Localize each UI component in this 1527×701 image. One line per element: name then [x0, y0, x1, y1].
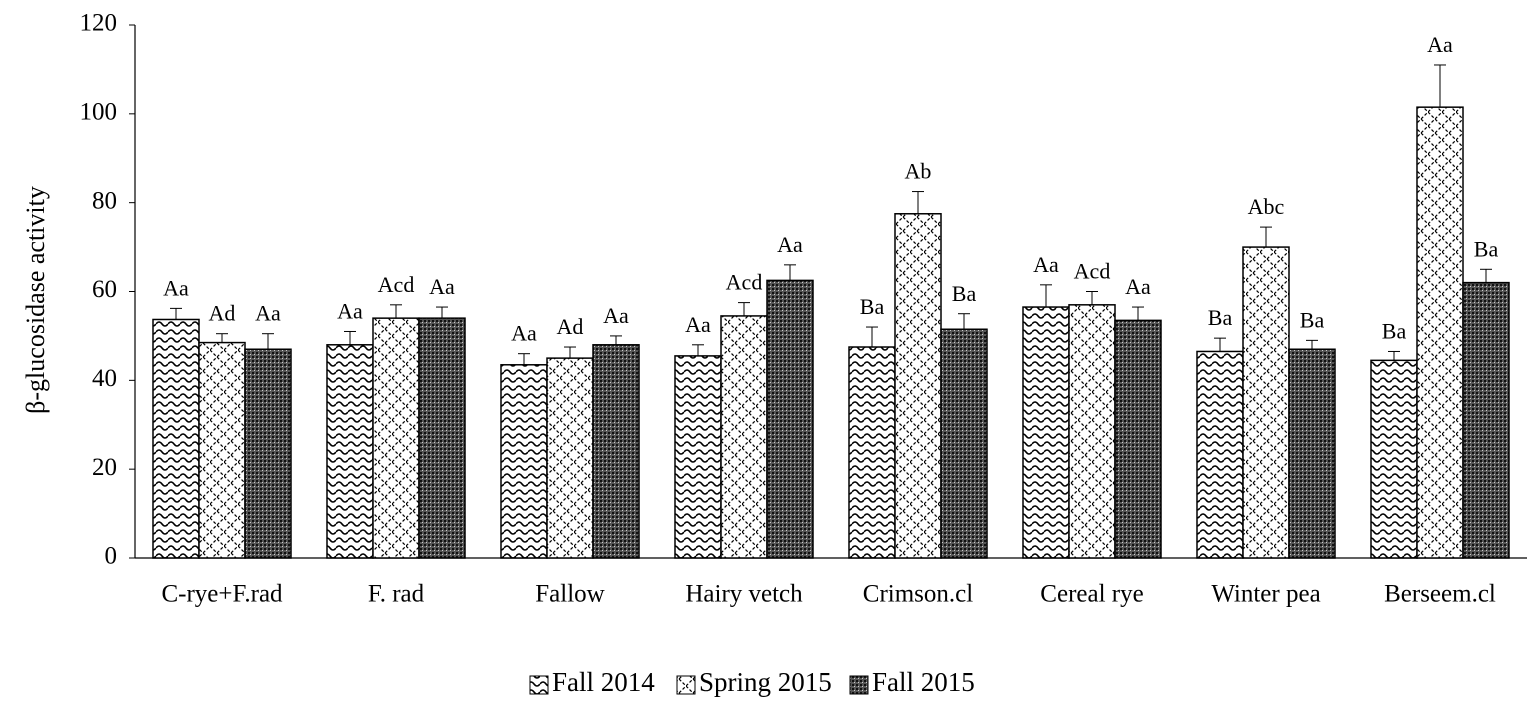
bar: [848, 346, 896, 559]
x-tick-label: Berseem.cl: [1384, 581, 1496, 608]
bar: [674, 355, 722, 559]
bar: [1416, 106, 1464, 559]
significance-letter: Ba: [1382, 319, 1407, 344]
bar: [592, 344, 640, 559]
significance-letter: Aa: [429, 274, 455, 299]
x-tick-label: Crimson.cl: [863, 581, 973, 608]
significance-letter: Acd: [378, 272, 415, 297]
significance-letter: Ba: [952, 281, 977, 306]
bar: [152, 318, 200, 559]
bar: [1462, 281, 1510, 559]
significance-letter: Aa: [163, 275, 189, 300]
significance-letter: Ad: [209, 301, 236, 326]
y-tick-label: 120: [80, 10, 118, 37]
bar: [1114, 319, 1162, 559]
y-tick-label: 80: [92, 187, 117, 214]
x-tick-label: F. rad: [368, 581, 425, 608]
legend-swatch: [676, 675, 696, 695]
y-tick-label: 20: [92, 454, 117, 481]
x-tick-label: C-rye+F.rad: [161, 581, 283, 608]
significance-letter: Aa: [337, 299, 363, 324]
significance-letter: Aa: [255, 301, 281, 326]
significance-letter: Ad: [557, 314, 584, 339]
bar: [1196, 350, 1244, 559]
significance-letter: Ba: [1300, 307, 1325, 332]
bar: [720, 315, 768, 559]
legend-label: Spring 2015: [699, 667, 832, 697]
y-tick-label: 0: [105, 543, 118, 570]
significance-letter: Ba: [1208, 305, 1233, 330]
bar: [372, 317, 420, 559]
bar: [418, 317, 466, 559]
bar: [198, 341, 246, 559]
legend-label: Fall 2014: [552, 667, 655, 697]
significance-letter: Ab: [905, 159, 932, 184]
bar: [500, 364, 548, 559]
bar: [1242, 246, 1290, 559]
y-tick-label: 60: [92, 276, 117, 303]
significance-letter: Aa: [1427, 32, 1453, 57]
significance-letter: Aa: [1125, 274, 1151, 299]
significance-letter: Acd: [726, 270, 763, 295]
bar: [546, 357, 594, 559]
x-tick-label: Fallow: [535, 581, 604, 608]
y-tick-label: 100: [80, 99, 118, 126]
bar: [326, 344, 374, 559]
y-tick-label: 40: [92, 365, 117, 392]
significance-letter: Ba: [860, 294, 885, 319]
bar: [244, 348, 292, 559]
significance-letter: Acd: [1074, 259, 1111, 284]
bar: [766, 279, 814, 559]
significance-letter: Aa: [603, 303, 629, 328]
significance-letter: Aa: [777, 232, 803, 257]
x-tick-label: Cereal rye: [1040, 581, 1143, 608]
significance-letter: Ba: [1474, 236, 1499, 261]
x-tick-label: Winter pea: [1211, 581, 1320, 608]
bar: [894, 213, 942, 559]
bar: [1288, 348, 1336, 559]
legend-swatch: [529, 675, 549, 695]
y-axis-label: β-glucosidase activity: [21, 186, 50, 414]
bar: [1068, 304, 1116, 559]
legend-swatch: [849, 675, 869, 695]
significance-letter: Aa: [511, 321, 537, 346]
x-tick-label: Hairy vetch: [685, 581, 803, 608]
bar: [1370, 359, 1418, 559]
significance-letter: Aa: [685, 312, 711, 337]
legend-label: Fall 2015: [872, 667, 975, 697]
bar: [940, 328, 988, 559]
bar: [1022, 306, 1070, 559]
significance-letter: Aa: [1033, 252, 1059, 277]
significance-letter: Abc: [1248, 194, 1285, 219]
